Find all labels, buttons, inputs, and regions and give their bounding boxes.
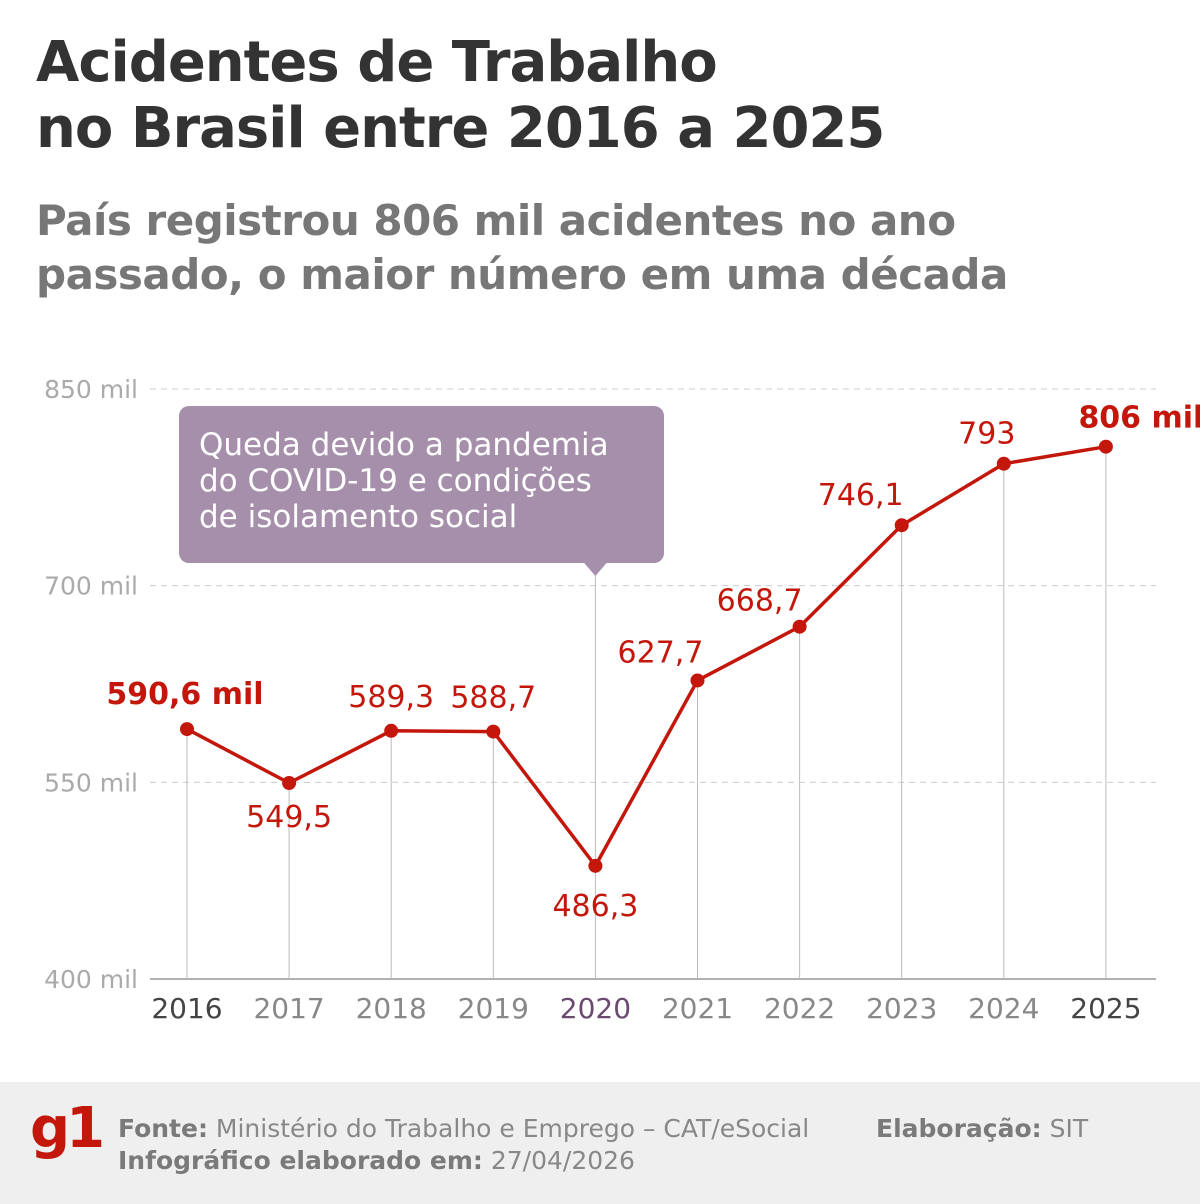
data-point bbox=[894, 518, 909, 533]
credit-value: SIT bbox=[1041, 1114, 1089, 1143]
data-point bbox=[384, 723, 399, 738]
data-label: 549,5 bbox=[246, 800, 332, 835]
data-point bbox=[1098, 439, 1113, 454]
x-tick-label: 2024 bbox=[968, 992, 1039, 1025]
data-label: 590,6 mil bbox=[106, 677, 263, 712]
data-label: 627,7 bbox=[618, 635, 704, 670]
annotation-text: de isolamento social bbox=[199, 499, 517, 535]
x-tick-label: 2018 bbox=[356, 992, 427, 1025]
source-text: Fonte: Ministério do Trabalho e Emprego … bbox=[118, 1114, 809, 1143]
subtitle-line-2: passado, o maior número em uma década bbox=[36, 250, 1008, 299]
line-chart: 400 mil 550 mil 700 mil 850 mil Queda devido… bbox=[44, 375, 1200, 1025]
data-point bbox=[282, 775, 297, 790]
x-tick-label: 2016 bbox=[151, 992, 222, 1025]
data-point bbox=[792, 619, 807, 634]
y-tick-label: 850 mil bbox=[44, 375, 138, 404]
data-point bbox=[690, 673, 705, 688]
data-label: 486,3 bbox=[552, 889, 638, 924]
annotation-text: Queda devido a pandemia bbox=[199, 427, 609, 463]
x-tick-label: 2021 bbox=[662, 992, 733, 1025]
series-line bbox=[186, 444, 1107, 868]
annotation-box bbox=[179, 406, 664, 563]
date-label: Infográfico elaborado em: bbox=[118, 1146, 483, 1175]
y-tick-label: 550 mil bbox=[44, 768, 138, 797]
annotation-text: do COVID-19 e condições bbox=[199, 463, 592, 499]
data-label: 746,1 bbox=[818, 478, 904, 513]
data-label: 806 mil bbox=[1078, 401, 1200, 436]
subtitle-line-1: País registrou 806 mil acidentes no ano bbox=[36, 196, 956, 245]
data-label: 793 bbox=[958, 417, 1015, 452]
credit-label: Elaboração: bbox=[876, 1114, 1042, 1143]
x-tick-label: 2019 bbox=[458, 992, 529, 1025]
data-point bbox=[486, 724, 501, 739]
x-tick-label: 2022 bbox=[764, 992, 835, 1025]
data-point bbox=[180, 722, 194, 737]
x-tick-label: 2023 bbox=[866, 992, 937, 1025]
g1-logo: g1 bbox=[30, 1096, 105, 1161]
data-label: 588,7 bbox=[450, 681, 536, 716]
y-tick-label: 400 mil bbox=[44, 965, 138, 994]
data-point bbox=[996, 456, 1011, 471]
source-value: Ministério do Trabalho e Emprego – CAT/e… bbox=[207, 1114, 810, 1143]
data-point bbox=[588, 858, 603, 873]
chart-subtitle: País registrou 806 mil acidentes no ano p… bbox=[36, 194, 1008, 302]
data-label: 589,3 bbox=[348, 680, 434, 715]
chart-title: Acidentes de Trabalho no Brasil entre 201… bbox=[36, 30, 885, 162]
x-tick-label: 2020 bbox=[560, 992, 631, 1025]
y-tick-label: 700 mil bbox=[44, 572, 138, 601]
x-tick-label: 2017 bbox=[253, 992, 324, 1025]
date-text: Infográfico elaborado em: 27/04/2026 bbox=[118, 1146, 635, 1175]
footer: g1 Fonte: Ministério do Trabalho e Empre… bbox=[0, 1082, 1200, 1204]
title-line-2: no Brasil entre 2016 a 2025 bbox=[36, 96, 885, 161]
x-tick-label: 2025 bbox=[1070, 992, 1141, 1025]
annotation-pointer bbox=[583, 562, 608, 576]
credit-text: Elaboração: SIT bbox=[876, 1114, 1088, 1143]
title-line-1: Acidentes de Trabalho bbox=[36, 30, 718, 95]
source-label: Fonte: bbox=[118, 1114, 208, 1143]
date-value: 27/04/2026 bbox=[482, 1146, 635, 1175]
data-label: 668,7 bbox=[717, 584, 803, 619]
